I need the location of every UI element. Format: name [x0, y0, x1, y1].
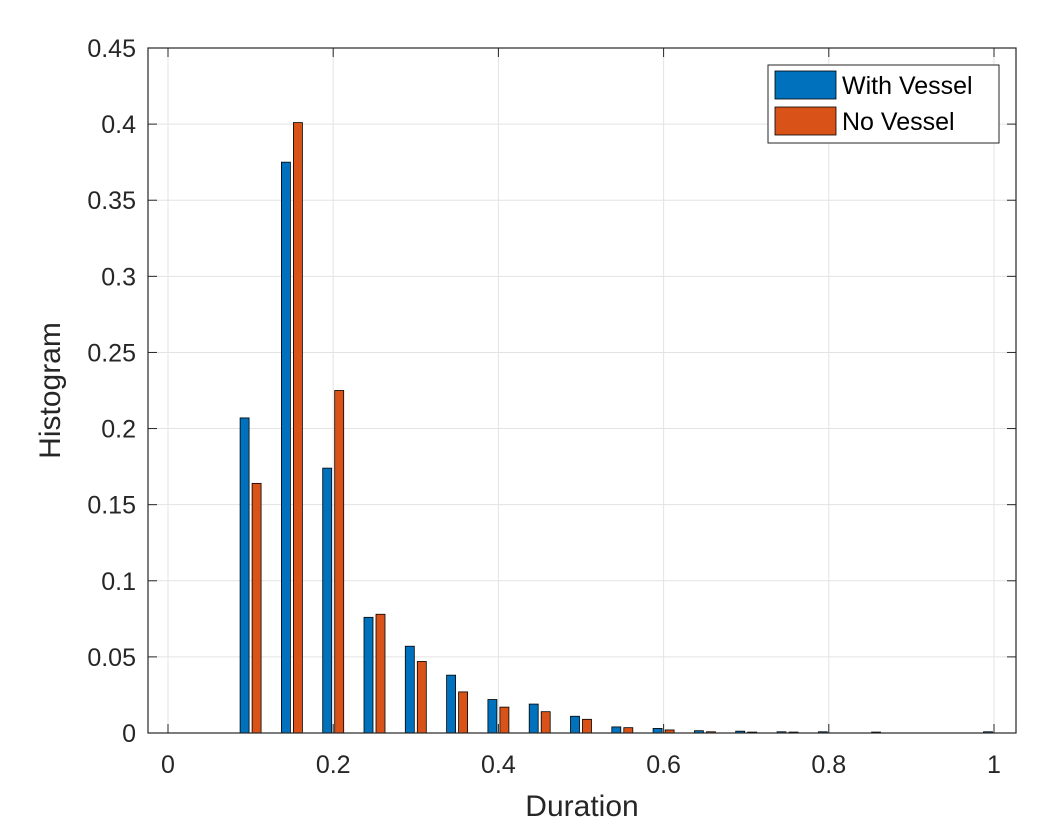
legend-label-with-vessel: With Vessel	[842, 72, 973, 100]
plot-area	[148, 48, 1016, 733]
legend-swatch-no-vessel	[774, 106, 837, 136]
grid-lines	[148, 47, 1016, 734]
bar-with-vessel	[528, 703, 539, 734]
y-tick-label: 0.1	[101, 568, 136, 596]
y-tick-label: 0.45	[87, 35, 136, 63]
bar-with-vessel	[404, 645, 415, 734]
y-tick-label: 0.3	[101, 263, 136, 291]
axes-box	[147, 47, 1017, 734]
bar-no-vessel	[416, 661, 427, 734]
bar-with-vessel	[570, 715, 580, 734]
plot-background	[148, 48, 1016, 733]
bar-with-vessel	[611, 726, 622, 734]
bar-no-vessel	[623, 727, 634, 734]
bar-with-vessel	[322, 467, 333, 734]
tick-labels: 0 0.2 0.4 0.6 0.8 1 0 0.05 0.1 0.15 0.2 0.25 0.3 0.35…	[87, 35, 1001, 779]
legend-label-no-vessel: No Vessel	[842, 108, 955, 136]
y-tick-label: 0	[122, 720, 136, 748]
bar-with-vessel	[652, 728, 663, 734]
bar-with-vessel	[239, 417, 250, 734]
axes-frame	[147, 47, 1017, 734]
bar-no-vessel	[499, 706, 510, 734]
x-axis-label: Duration	[525, 790, 638, 823]
bar-no-vessel	[582, 718, 592, 734]
y-tick-label: 0.35	[87, 187, 136, 215]
y-tick-label: 0.05	[87, 644, 136, 672]
y-axis-label: Histogram	[34, 322, 67, 459]
x-tick-label: 0.2	[316, 751, 351, 779]
bar-no-vessel	[375, 613, 386, 734]
bar-with-vessel	[280, 161, 291, 734]
x-tick-label: 0.6	[646, 751, 681, 779]
bar-with-vessel	[446, 674, 457, 734]
y-tick-label: 0.4	[101, 111, 136, 139]
x-tick-label: 1	[987, 751, 1001, 779]
x-tick-label: 0.8	[811, 751, 846, 779]
bar-no-vessel	[458, 691, 469, 734]
y-tick-label: 0.15	[87, 492, 136, 520]
x-tick-label: 0.4	[481, 751, 516, 779]
legend[interactable]: With Vessel No Vessel	[767, 64, 1000, 144]
bar-no-vessel	[251, 482, 262, 734]
x-tick-label: 0	[161, 751, 175, 779]
bar-no-vessel	[292, 122, 303, 734]
y-tick-label: 0.2	[101, 416, 136, 444]
legend-swatch-with-vessel	[774, 70, 837, 100]
bar-with-vessel	[487, 699, 498, 734]
y-tick-label: 0.25	[87, 339, 136, 367]
bar-with-vessel	[363, 616, 374, 734]
bar-no-vessel	[540, 711, 551, 734]
bar-no-vessel	[334, 390, 345, 734]
